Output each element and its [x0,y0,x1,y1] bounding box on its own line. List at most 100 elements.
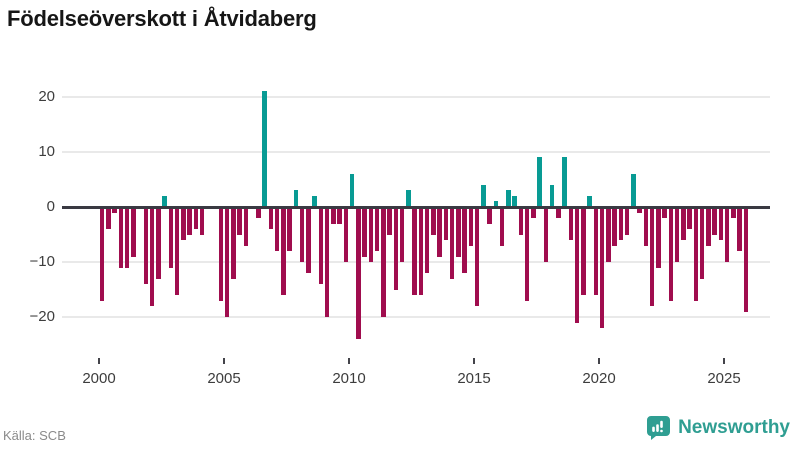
bar-2008-q4 [318,207,324,285]
bar-2000-q2 [106,207,111,230]
bar-2017-q4 [543,207,549,263]
bar-2013-q2 [431,207,436,235]
bar-2018-q2 [556,207,561,219]
bar-2025-q2 [731,207,736,219]
bar-2024-q2 [706,207,711,246]
bar-2006-q4 [268,207,274,230]
y-axis-tick-label: 20 [38,87,55,105]
bar-2015-q2 [481,184,486,207]
bar-2003-q1 [174,207,180,296]
bar-2009-q2 [331,207,336,224]
x-axis-year-label: 2015 [457,370,491,387]
bar-2005-q4 [243,207,249,246]
bar-2012-q3 [412,207,417,296]
bar-2020-q1 [599,207,605,329]
y-axis-tick-label: 0 [46,198,55,215]
bar-2001-q1 [124,207,130,268]
bar-2025-q1 [724,207,730,263]
x-axis-year-label: 2020 [582,370,616,387]
bar-2019-q2 [581,207,586,296]
x-axis-tick-mark [348,358,350,364]
bar-2013-q1 [424,207,430,274]
bar-2001-q2 [131,207,136,257]
bar-2017-q2 [531,207,536,219]
bar-2022-q2 [656,207,661,268]
x-axis-tick-mark [723,358,725,364]
bar-2016-q4 [518,207,524,235]
bar-2017-q3 [537,157,542,207]
bar-2003-q3 [187,207,192,235]
bar-2014-q4 [468,207,474,246]
x-axis-tick-mark [598,358,600,364]
bar-2009-q4 [343,207,349,263]
page-title: Födelseöverskott i Åtvidaberg [7,6,317,31]
gridline-y10 [62,150,770,153]
bar-2004-q4 [218,207,224,301]
x-axis-year-label: 2000 [82,370,116,387]
bar-2010-q3 [362,207,367,257]
bar-2009-q1 [324,207,330,318]
bar-2018-q3 [562,157,567,207]
bar-2024-q1 [699,207,705,279]
bar-2005-q2 [231,207,236,279]
bar-2020-q4 [618,207,624,241]
x-axis-year-label: 2005 [207,370,241,387]
gridline-y20 [62,95,770,98]
bar-2011-q3 [387,207,392,235]
x-axis-tick-mark [473,358,475,364]
zero-axis-line [62,205,770,209]
bar-2007-q3 [287,207,292,252]
bar-2023-q4 [693,207,699,301]
bar-2019-q3 [587,195,592,207]
bar-2000-q3 [112,207,117,213]
bar-2022-q3 [662,207,667,219]
y-axis-tick-label: −10 [29,253,55,271]
bar-2021-q1 [624,207,630,235]
bar-2015-q3 [487,207,492,224]
bar-2020-q2 [606,207,611,263]
bar-2014-q1 [449,207,455,279]
bar-2013-q4 [443,207,449,241]
bar-2016-q1 [499,207,505,246]
bar-2014-q3 [462,207,467,274]
bar-2023-q2 [681,207,686,241]
bar-2007-q1 [274,207,280,252]
bar-2019-q1 [574,207,580,323]
bar-2002-q2 [156,207,161,279]
bar-2007-q2 [281,207,286,296]
bar-2018-q4 [568,207,574,241]
x-axis-year-label: 2025 [707,370,741,387]
brand-name: Newsworthy [678,416,790,438]
bar-2023-q1 [674,207,680,263]
bar-2009-q3 [337,207,342,224]
bar-2010-q4 [368,207,374,263]
bar-2019-q4 [593,207,599,296]
bar-2025-q3 [737,207,742,252]
bar-2001-q4 [143,207,149,285]
bar-2005-q1 [224,207,230,318]
source-label: Källa: SCB [3,428,66,443]
bar-2011-q2 [381,207,386,318]
bar-2011-q1 [374,207,380,252]
x-axis-tick-mark [98,358,100,364]
y-axis-tick-label: −20 [29,308,55,326]
bar-2008-q1 [299,207,305,263]
bar-2021-q4 [643,207,649,246]
bar-2014-q2 [456,207,461,257]
bar-2022-q1 [649,207,655,307]
bar-2011-q4 [393,207,399,290]
bar-2024-q3 [712,207,717,235]
bar-2023-q3 [687,207,692,230]
bar-2020-q3 [612,207,617,246]
bar-2008-q3 [312,195,317,207]
y-axis-tick-label: 10 [38,142,55,160]
bar-2008-q2 [306,207,311,274]
bar-2010-q2 [356,207,361,340]
bar-2002-q1 [149,207,155,307]
bar-2021-q2 [631,173,636,207]
bar-2024-q4 [718,207,724,241]
bar-2022-q4 [668,207,674,301]
bar-2006-q3 [262,91,267,207]
bar-2015-q1 [474,207,480,307]
bar-2007-q4 [293,190,299,207]
